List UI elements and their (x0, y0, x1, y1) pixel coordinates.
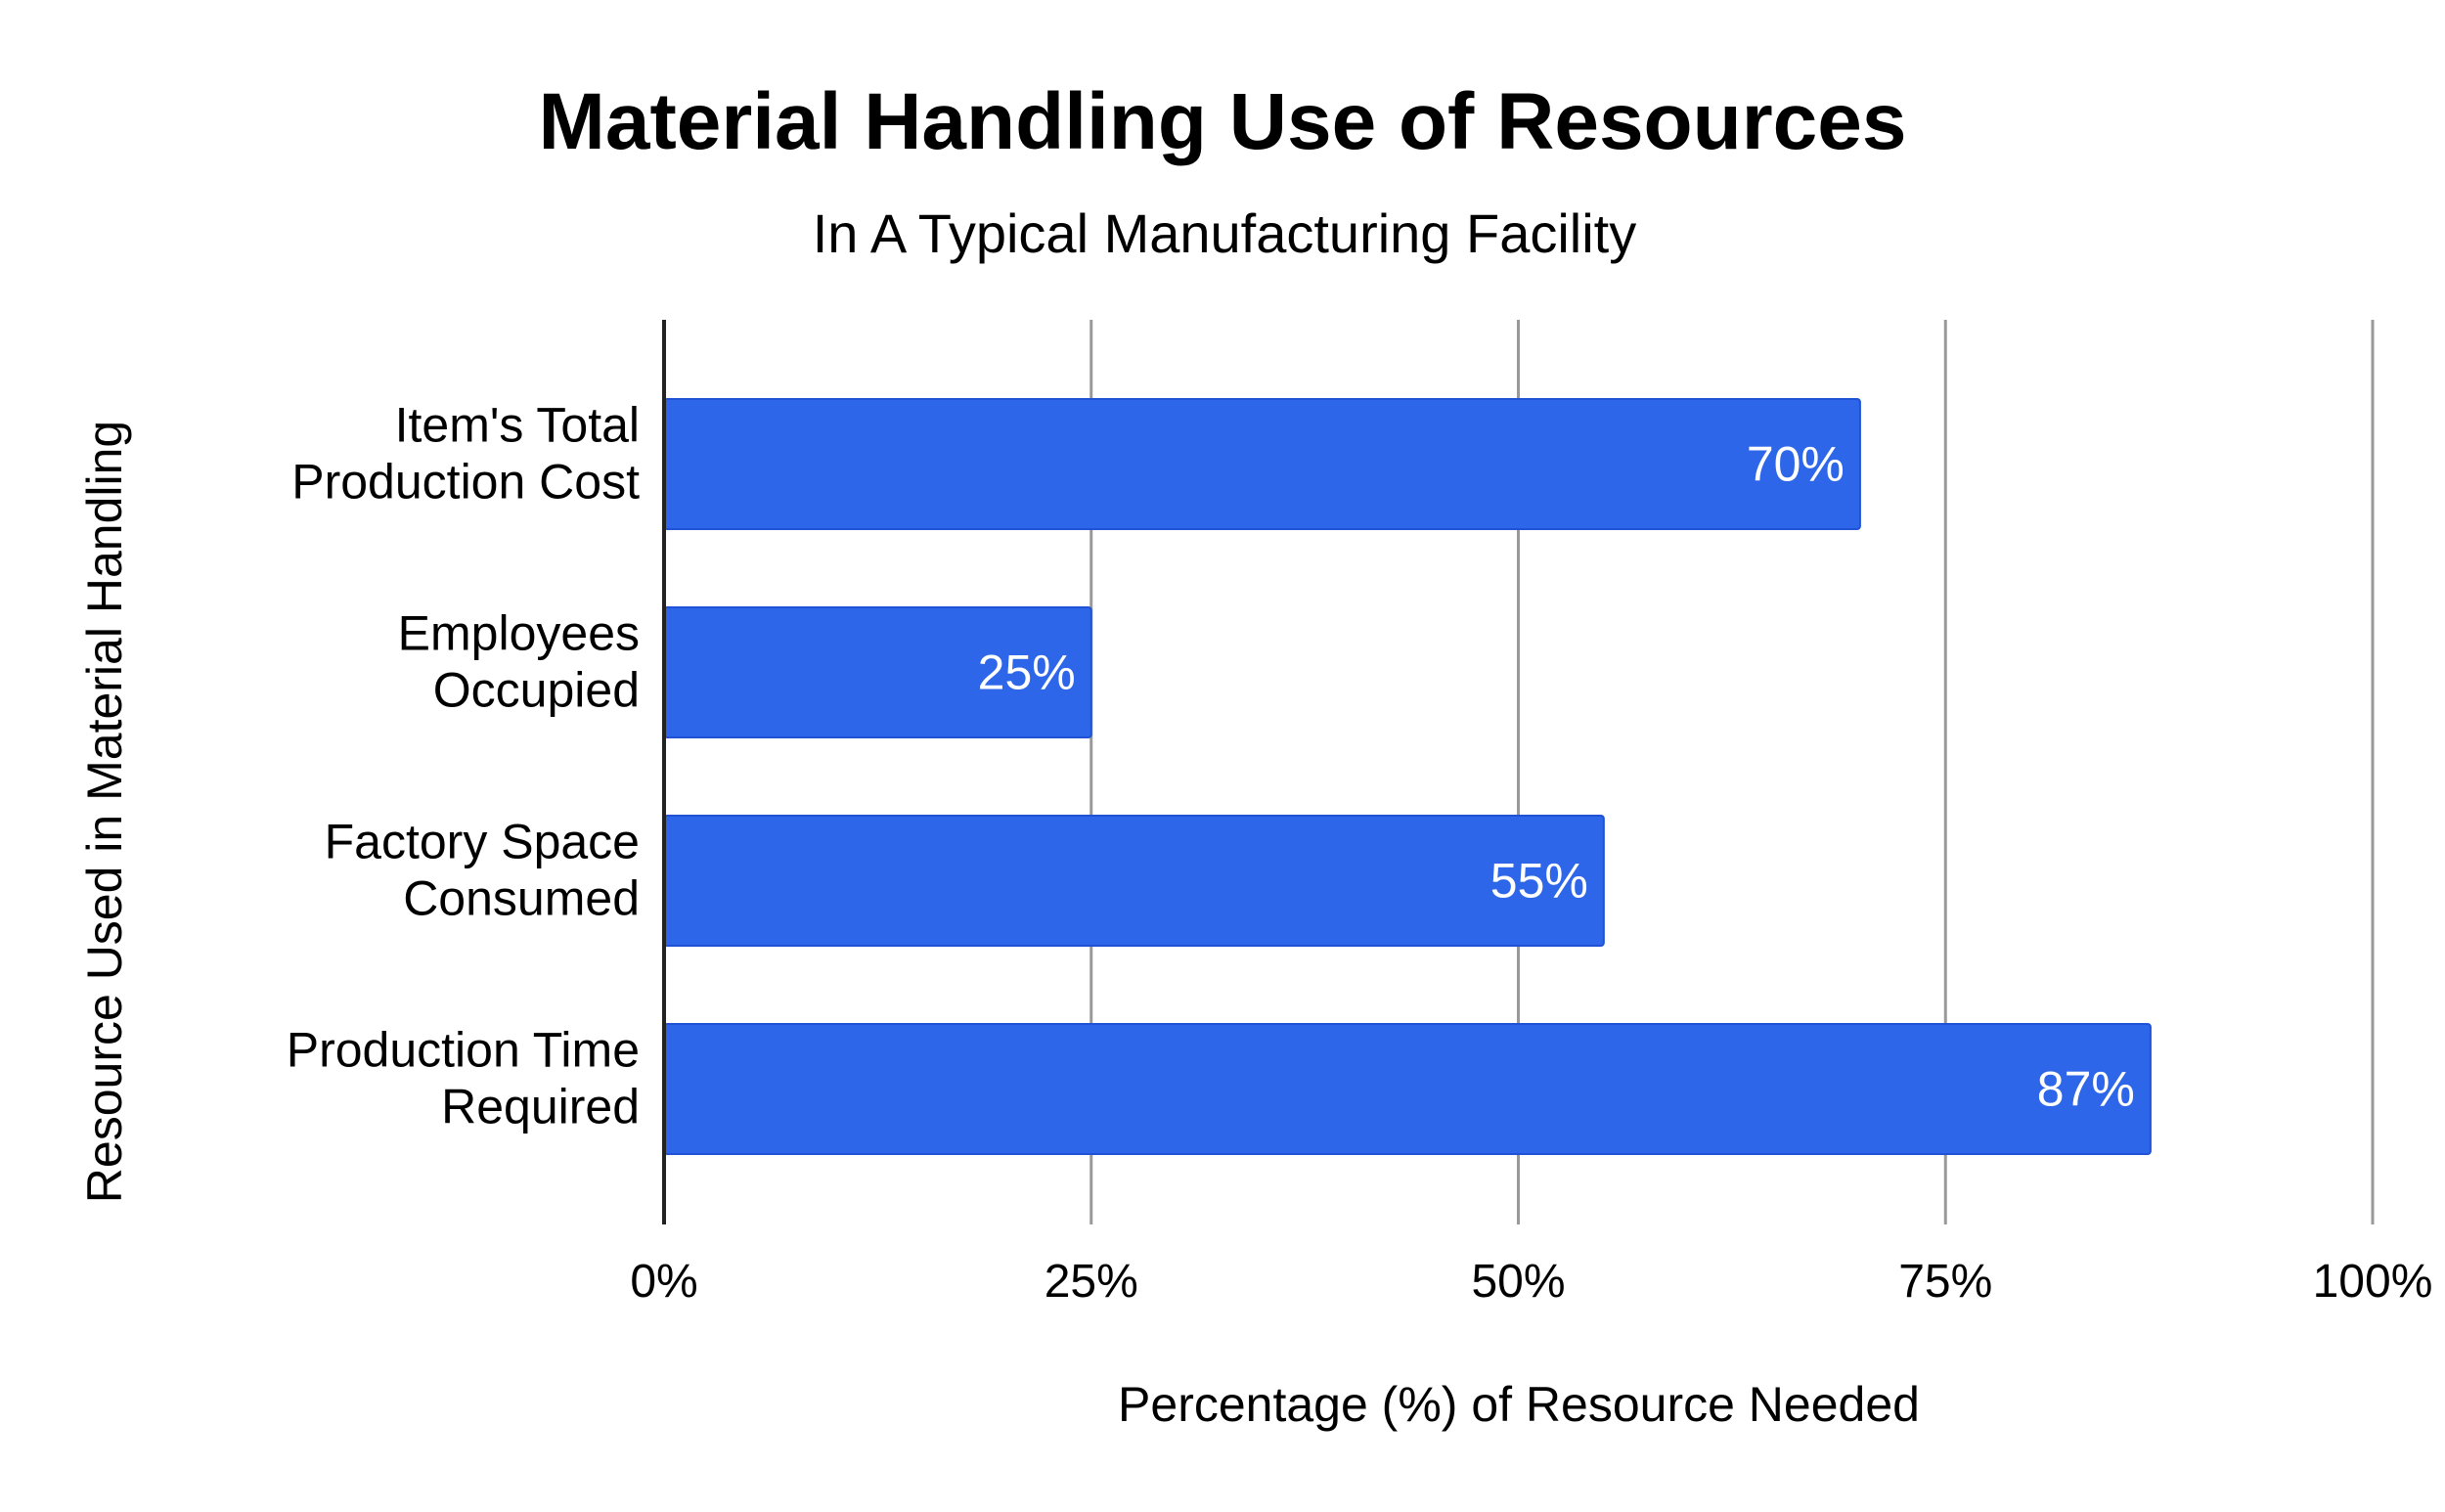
bar (663, 815, 1605, 947)
x-tick-label: 100% (2313, 1256, 2433, 1308)
chart-subtitle: In A Typical Manufacturing Facility (813, 202, 1637, 264)
category-label: Factory Space (325, 815, 640, 869)
category-label: Required (441, 1080, 640, 1134)
category-label: Occupied (433, 663, 640, 718)
category-label: Consumed (403, 871, 640, 926)
x-axis-title: Percentage (%) of Resource Needed (1118, 1377, 1920, 1432)
bar (663, 398, 1861, 530)
bar-value-label: 70% (1747, 437, 1845, 492)
category-label: Production Time (287, 1023, 640, 1078)
category-label: Item's Total (395, 398, 640, 453)
bar (663, 1023, 2152, 1155)
bar-value-label: 87% (2037, 1062, 2135, 1117)
category-label: Employees (398, 606, 640, 661)
x-tick-labels: 0% 25% 50% 75% 100% (630, 1256, 2432, 1308)
bar-value-label: 55% (1490, 854, 1588, 909)
chart-title: Material Handling Use of Resources (539, 77, 1907, 166)
x-tick-label: 50% (1471, 1256, 1565, 1308)
bars (663, 398, 2152, 1155)
x-tick-label: 75% (1898, 1256, 1992, 1308)
x-tick-label: 0% (630, 1256, 697, 1308)
bar-value-label: 25% (978, 645, 1076, 700)
x-tick-label: 25% (1045, 1256, 1138, 1308)
y-axis-title: Resource Used in Material Handling (77, 421, 132, 1203)
bar-value-labels: 70% 25% 55% 87% (978, 437, 2135, 1117)
category-label: Production Cost (291, 455, 640, 510)
